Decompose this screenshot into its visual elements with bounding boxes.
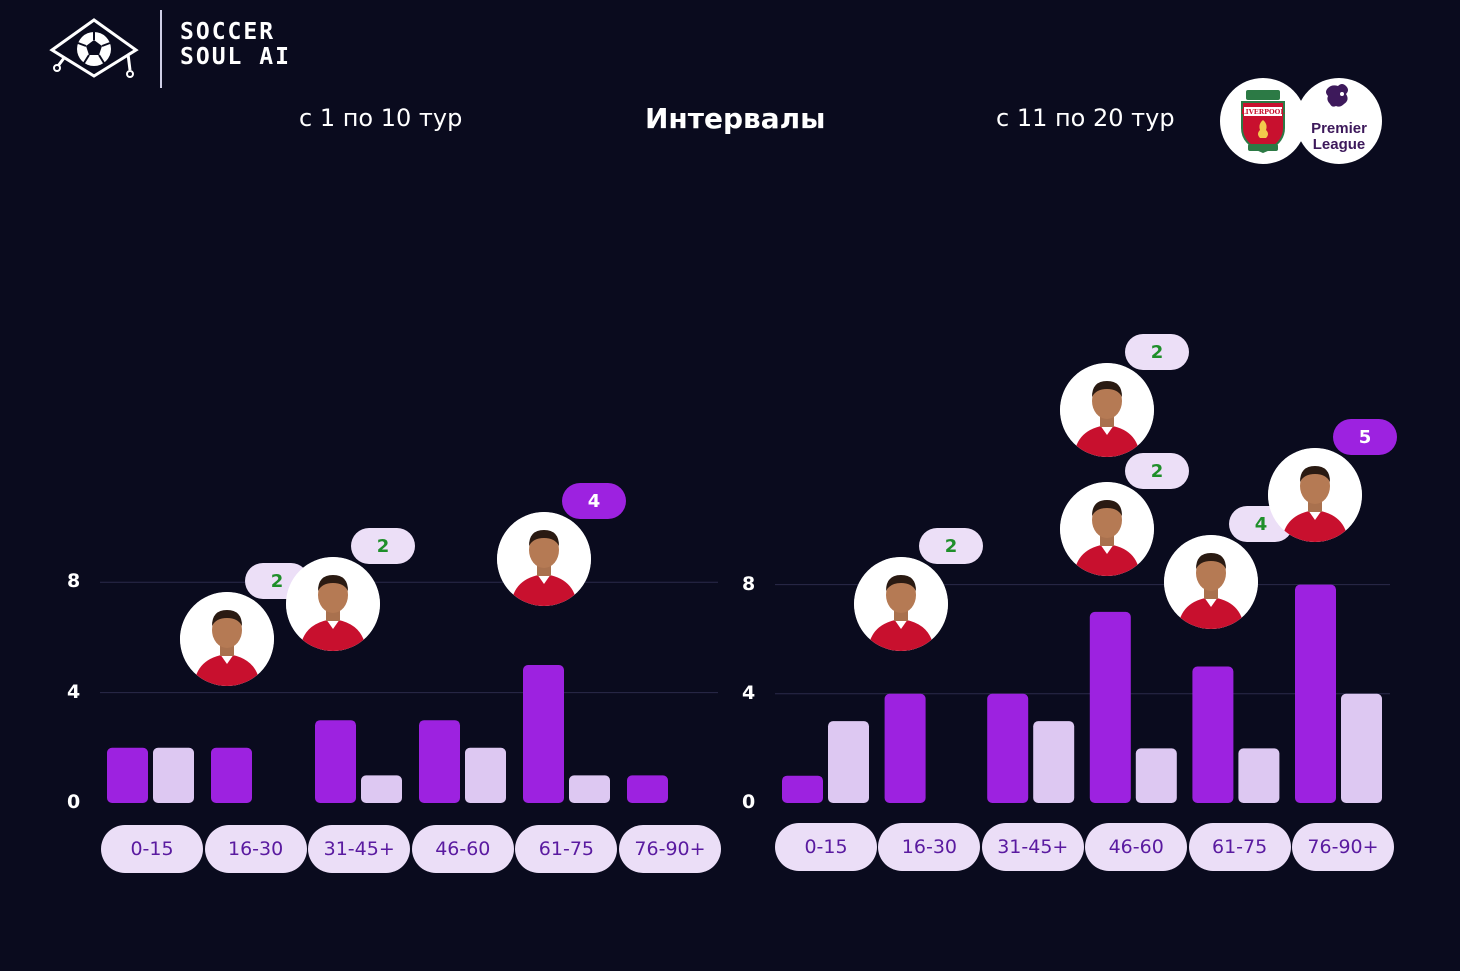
category-label-61-75: 61-75 (1188, 823, 1291, 871)
top-scorer-avatar (1060, 482, 1154, 576)
top-scorer-avatar (1060, 363, 1154, 457)
left-chart-subtitle: с 1 по 10 тур (299, 104, 463, 132)
bar-scored-0-15 (107, 747, 148, 803)
bar-conceded-76-90+ (1341, 693, 1382, 803)
top-scorer-avatar (854, 557, 948, 651)
category-label-0-15: 0-15 (775, 823, 877, 871)
category-label-76-90+: 76-90+ (619, 825, 721, 873)
y-tick-label: 8 (742, 572, 756, 595)
league-badge-line-2: League (1313, 136, 1366, 153)
bar-conceded-61-75 (1238, 748, 1280, 803)
bar-conceded-0-15 (153, 747, 194, 803)
category-label-61-75: 61-75 (515, 825, 618, 873)
right-chart-subtitle: с 11 по 20 тур (996, 104, 1175, 132)
top-scorer-goals-badge: 2 (1125, 334, 1189, 370)
bar-scored-31-45+ (987, 693, 1029, 803)
y-tick-label: 4 (67, 680, 81, 703)
bar-scored-0-15 (782, 775, 823, 803)
bar-scored-31-45+ (315, 720, 356, 803)
brand-divider (160, 10, 162, 88)
bar-scored-16-30 (884, 693, 926, 803)
bar-conceded-61-75 (569, 775, 610, 803)
category-label-16-30: 16-30 (878, 823, 981, 871)
bar-conceded-31-45+ (1033, 721, 1075, 803)
y-tick-label: 0 (67, 791, 81, 813)
top-scorer-avatar (1164, 535, 1258, 629)
bar-conceded-46-60 (465, 747, 506, 803)
bar-scored-61-75 (1192, 666, 1234, 803)
top-scorer-avatar (1268, 448, 1362, 542)
category-label-31-45+: 31-45+ (308, 825, 411, 873)
bar-scored-76-90+ (1295, 584, 1336, 803)
y-tick-label: 0 (742, 791, 756, 813)
bar-conceded-0-15 (828, 721, 869, 803)
top-scorer-avatar (286, 557, 380, 651)
top-scorer-goals-badge: 2 (351, 528, 415, 564)
brand-name: SOCCER SOUL AI (180, 20, 291, 70)
category-label-16-30: 16-30 (204, 825, 307, 873)
page-title: Интервалы (645, 102, 826, 135)
y-tick-label: 4 (742, 681, 756, 704)
brand-line-1: SOCCER (180, 19, 276, 45)
brand-line-2: SOUL AI (180, 44, 291, 70)
league-badge-line-1: Premier (1311, 120, 1367, 137)
category-label-46-60: 46-60 (1085, 823, 1188, 871)
category-label-46-60: 46-60 (411, 825, 514, 873)
bar-scored-61-75 (523, 665, 564, 803)
top-scorer-avatar (180, 592, 274, 686)
bar-scored-16-30 (211, 747, 252, 803)
bar-scored-76-90+ (627, 775, 668, 803)
category-label-31-45+: 31-45+ (981, 823, 1084, 871)
bar-conceded-46-60 (1135, 748, 1177, 803)
liverpool-crest-icon: LIVERPOOL (1220, 78, 1306, 164)
club-badge-text: LIVERPOOL (1241, 108, 1285, 116)
top-scorer-goals-badge: 4 (562, 483, 626, 519)
category-label-76-90+: 76-90+ (1292, 823, 1394, 871)
top-scorer-avatar (497, 512, 591, 606)
category-label-0-15: 0-15 (101, 825, 203, 873)
bar-scored-46-60 (1089, 611, 1131, 803)
top-scorer-goals-badge: 2 (1125, 453, 1189, 489)
bar-scored-46-60 (419, 720, 460, 803)
bar-conceded-31-45+ (361, 775, 402, 803)
premier-league-logo-icon: Premier League (1296, 78, 1382, 164)
top-scorer-goals-badge: 2 (919, 528, 983, 564)
y-tick-label: 8 (67, 570, 81, 593)
soccer-soul-logo-icon (44, 14, 144, 84)
top-scorer-goals-badge: 5 (1333, 419, 1397, 455)
